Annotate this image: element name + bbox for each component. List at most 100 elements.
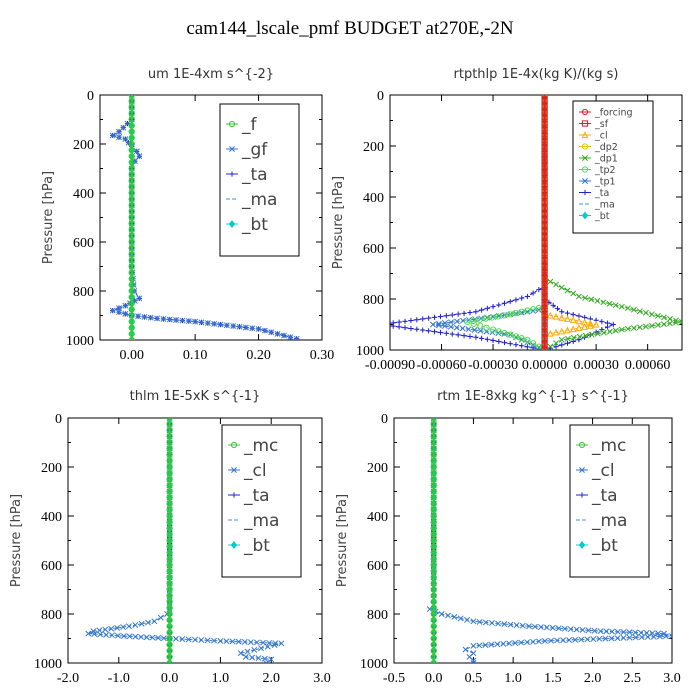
data-point [263,660,270,663]
data-point [465,326,472,333]
data-point [477,322,484,329]
data-point [128,116,135,123]
data-point [166,316,173,323]
series-line [432,95,546,350]
data-point [166,537,173,544]
data-point [274,330,281,337]
data-point [648,311,655,318]
data-point [476,642,483,649]
data-point [471,327,478,333]
data-point [462,646,469,653]
data-point [519,622,526,629]
data-point [550,302,556,308]
data-point [261,327,268,334]
x-tick-label: 0.30 [310,348,335,363]
data-point [564,287,571,294]
data-point [482,642,489,648]
data-point [235,638,242,645]
series-f [128,95,135,340]
data-point [85,630,92,637]
data-point [122,302,129,309]
data-point [507,621,514,628]
data-point [430,574,437,581]
data-point [230,323,237,329]
data-point [244,648,251,655]
y-tick-label: 400 [363,191,384,206]
data-point [264,643,271,650]
data-point [166,439,173,446]
data-point [467,309,473,316]
data-point [116,128,122,135]
data-point [612,302,619,309]
legend-marker [579,492,585,498]
panel-1: um 1E-4xm s^{-2} Pressure [hPa] 0 200 400 600… [41,67,334,363]
data-point [470,660,477,663]
data-point [128,189,135,197]
x-tick-label: 2.0 [584,671,602,686]
data-point [512,640,519,646]
data-point [249,654,256,661]
data-point [268,329,275,336]
data-point [569,325,577,333]
data-point [166,488,173,495]
data-point [242,653,249,660]
legend-label: _forcing [594,107,633,118]
data-point [649,630,656,637]
data-point [479,335,485,341]
legend-label: _tp2 [594,165,616,176]
data-point [524,336,531,343]
data-point [547,278,554,285]
data-point [470,642,477,649]
x-tick-label: -1.0 [108,671,130,686]
data-point [185,318,192,325]
data-point [637,629,644,636]
data-point [673,317,679,324]
data-point [430,647,437,654]
data-point [494,641,501,648]
data-point [476,316,483,323]
data-point [136,295,143,302]
data-point [430,525,437,532]
x-tick-label: -0.00060 [416,358,466,373]
data-point [636,308,643,315]
data-point [128,177,135,184]
data-point [179,317,186,324]
data-point [128,110,135,117]
data-point [661,630,668,637]
x-tick-label: 1.0 [212,671,230,686]
data-point [489,326,497,333]
data-point [554,305,561,312]
data-point [535,304,542,312]
data-point [564,335,571,342]
data-point [453,324,460,331]
y-tick-label: 600 [73,236,94,251]
data-point [579,626,586,633]
data-point [116,134,122,141]
data-point [166,647,173,654]
legend-marker [578,441,586,449]
data-point [396,324,402,330]
legend-marker [229,146,235,152]
y-tick-label: 600 [41,559,62,574]
data-point [535,343,542,350]
panel-4: rtm 1E-8xkg kg^{-1} s^{-1} Pressure [hPa]… [335,389,681,686]
data-point [586,319,594,327]
data-point [135,313,142,320]
data-point [271,642,278,648]
data-point [414,326,420,332]
data-point [430,561,437,569]
data-point [478,315,484,322]
data-point [430,457,437,464]
data-point [630,306,637,313]
legend-label: _sf [594,119,609,130]
data-point [166,592,173,599]
data-point [420,316,426,322]
data-point [604,320,611,326]
data-point [249,325,256,332]
data-point [624,305,631,312]
data-point [454,318,460,325]
data-point [258,645,264,652]
legend-marker [582,189,588,196]
data-point [166,500,173,507]
data-point [97,631,104,638]
